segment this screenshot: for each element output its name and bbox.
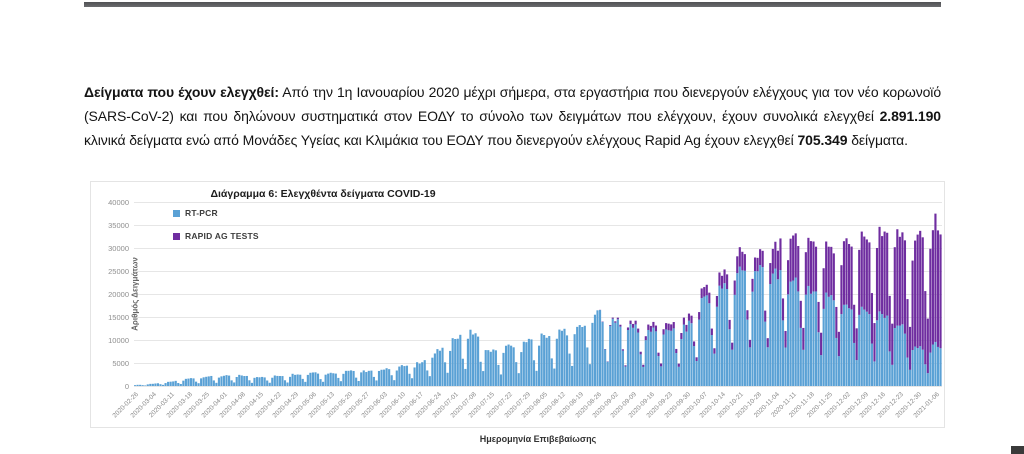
stacked-bars-canvas — [134, 202, 942, 386]
legend-label-rtpcr: RT-PCR — [185, 208, 218, 218]
chart-title: Διάγραμμα 6: Ελεγχθέντα δείγματα COVID-1… — [210, 188, 436, 200]
y-tick-label: 5000 — [112, 359, 129, 368]
paragraph-text-1: Από την 1η Ιανουαρίου 2020 μέχρι σήμερα,… — [84, 84, 942, 124]
rapid-total-count: 705.349 — [797, 132, 848, 148]
covid-samples-chart: Διάγραμμα 6: Ελεγχθέντα δείγματα COVID-1… — [90, 181, 945, 444]
pcr-total-count: 2.891.190 — [879, 108, 941, 124]
y-axis-title: Αριθμός Δειγμάτων — [130, 257, 140, 331]
y-tick-label: 0 — [124, 382, 129, 391]
legend-item-rtpcr: RT-PCR — [173, 208, 259, 218]
chart-legend: RT-PCR RAPID AG TESTS — [173, 208, 259, 254]
y-tick-label: 25000 — [108, 267, 129, 276]
legend-item-rapid: RAPID AG TESTS — [173, 231, 259, 241]
samples-tested-paragraph: Δείγματα που έχουν ελεγχθεί: Από την 1η … — [84, 80, 941, 152]
x-axis-title: Ημερομηνία Επιβεβαίωσης — [479, 434, 597, 444]
rapid-color-swatch-icon — [173, 232, 180, 240]
chart-plot-area: 0 5000 10000 15000 20000 25000 30000 35000 40000… — [108, 198, 942, 444]
page-corner-mark — [1011, 446, 1024, 454]
y-tick-label: 30000 — [108, 244, 129, 253]
gridline — [134, 386, 942, 387]
y-tick-label: 10000 — [108, 336, 129, 345]
paragraph-lead-bold: Δείγματα που έχουν ελεγχθεί: — [84, 84, 279, 100]
paragraph-text-3: δείγματα. — [847, 132, 908, 148]
page-top-rule — [84, 2, 941, 7]
rtpcr-color-swatch-icon — [173, 209, 180, 217]
y-tick-label: 15000 — [108, 313, 129, 322]
paragraph-text-2: κλινικά δείγματα ενώ από Μονάδες Υγείας … — [84, 132, 798, 148]
y-tick-label: 20000 — [108, 290, 129, 299]
y-tick-label: 40000 — [108, 198, 129, 207]
legend-label-rapid: RAPID AG TESTS — [185, 231, 259, 241]
y-tick-label: 35000 — [108, 221, 129, 230]
